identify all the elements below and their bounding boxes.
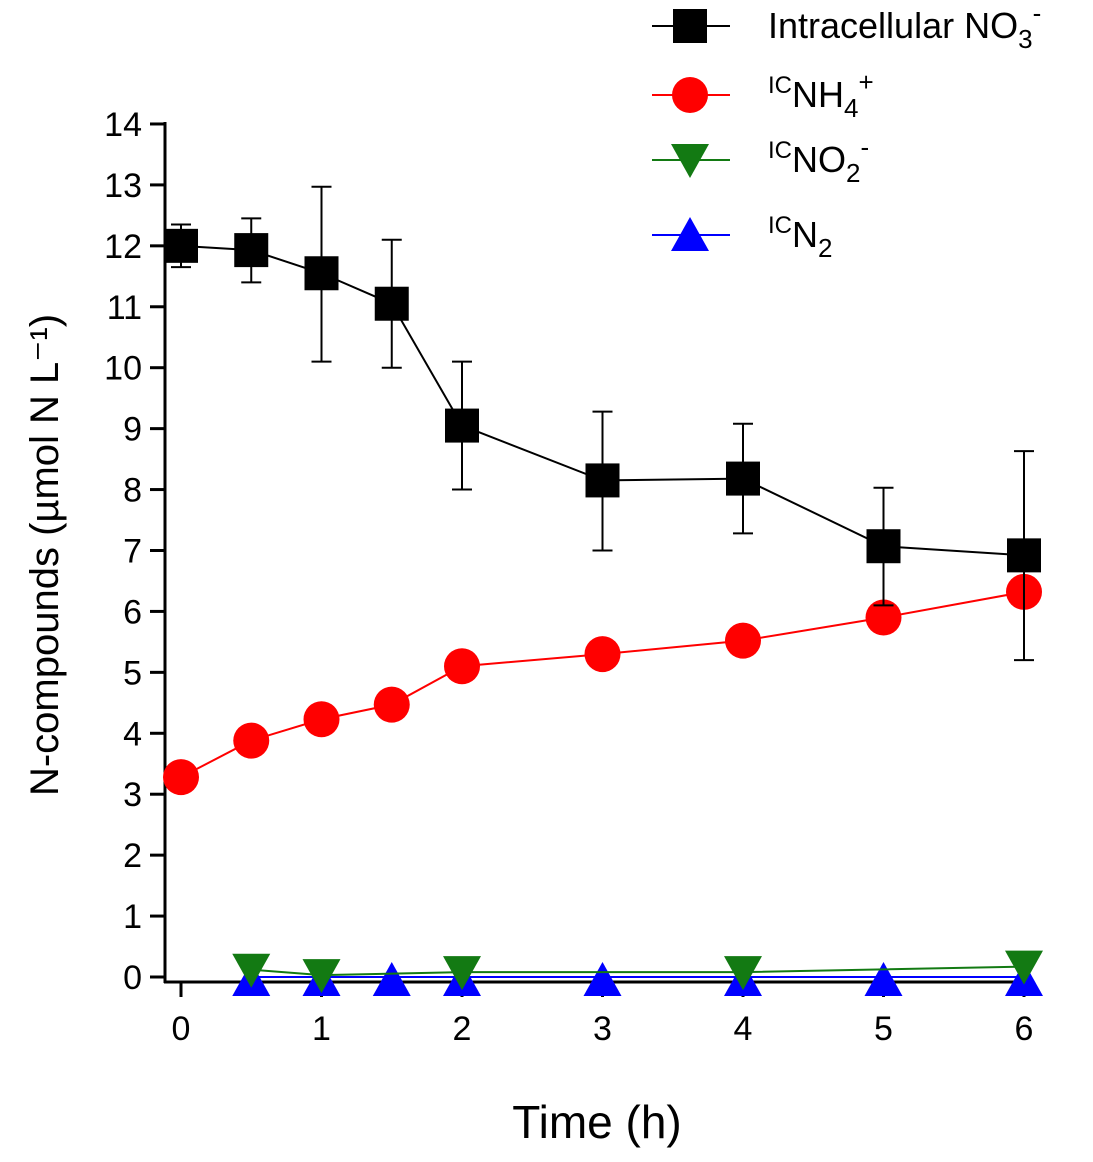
y-tick-label: 13	[104, 167, 142, 205]
y-tick-label: 8	[123, 472, 142, 510]
square-marker	[234, 233, 269, 268]
square-marker	[304, 256, 339, 291]
x-tick-label: 1	[312, 1010, 331, 1048]
square-marker	[164, 228, 198, 263]
square-marker	[673, 9, 707, 43]
triangle-down-marker	[302, 959, 341, 994]
triangle-down-marker	[232, 953, 271, 988]
legend-item: ICNO2-	[652, 132, 869, 188]
x-tick-label: 3	[593, 1010, 612, 1048]
y-tick-label: 2	[123, 837, 142, 875]
y-tick-label: 3	[123, 776, 142, 814]
circle-marker	[233, 722, 270, 759]
y-tick-label: 12	[104, 228, 142, 266]
series-0	[164, 185, 1041, 662]
y-tick-label: 1	[123, 898, 142, 936]
legend-label: ICNO2-	[768, 132, 869, 188]
circle-marker	[865, 599, 902, 636]
x-tick-label: 4	[734, 1010, 753, 1048]
triangle-down-marker	[724, 956, 762, 991]
x-tick-label: 5	[874, 1010, 893, 1048]
y-tick-label: 7	[123, 532, 142, 570]
plot-area	[163, 185, 1043, 996]
y-tick-label: 6	[123, 593, 142, 631]
square-marker	[726, 461, 760, 496]
triangle-down-marker	[671, 144, 709, 178]
legend-item: ICNH4+	[652, 67, 874, 123]
y-tick-label: 4	[123, 715, 142, 753]
series-1	[163, 573, 1042, 796]
legend: Intracellular NO3- ICNH4+ ICNO2- ICN2	[652, 0, 1041, 263]
triangle-down-marker	[1005, 950, 1043, 985]
x-tick-label: 6	[1015, 1010, 1034, 1048]
legend-label: ICN2	[768, 212, 832, 263]
square-marker	[585, 463, 620, 498]
y-tick-label: 0	[123, 959, 142, 997]
triangle-up-marker	[864, 962, 903, 996]
series-3	[232, 962, 1043, 996]
triangle-down-marker	[443, 956, 481, 991]
circle-marker	[303, 701, 340, 738]
triangle-up-marker	[671, 217, 709, 251]
legend-item: Intracellular NO3-	[652, 0, 1041, 54]
legend-label: Intracellular NO3-	[768, 0, 1041, 54]
series-line	[251, 965, 1025, 977]
y-tick-label: 10	[104, 350, 142, 388]
triangle-up-marker	[583, 962, 622, 996]
square-marker	[1007, 538, 1041, 573]
square-marker	[374, 286, 409, 321]
y-tick-label: 5	[123, 654, 142, 692]
circle-marker	[373, 686, 410, 723]
x-tick-label: 0	[172, 1010, 191, 1048]
x-tick-label: 2	[453, 1010, 472, 1048]
y-tick-label: 9	[123, 411, 142, 449]
y-tick-label: 11	[107, 289, 142, 327]
triangle-up-marker	[372, 962, 411, 996]
series-2	[232, 950, 1043, 994]
x-axis-label: Time (h)	[512, 1096, 682, 1148]
y-axis-label: N-compounds (µmol N L⁻¹)	[23, 314, 67, 796]
circle-marker	[584, 636, 621, 673]
circle-marker	[672, 77, 708, 113]
square-marker	[866, 529, 901, 564]
legend-item: ICN2	[652, 212, 832, 263]
legend-label: ICNH4+	[768, 67, 874, 123]
y-tick-label: 14	[104, 106, 142, 144]
square-marker	[445, 408, 479, 443]
circle-marker	[725, 622, 761, 659]
circle-marker	[444, 648, 480, 685]
circle-marker	[163, 759, 199, 796]
